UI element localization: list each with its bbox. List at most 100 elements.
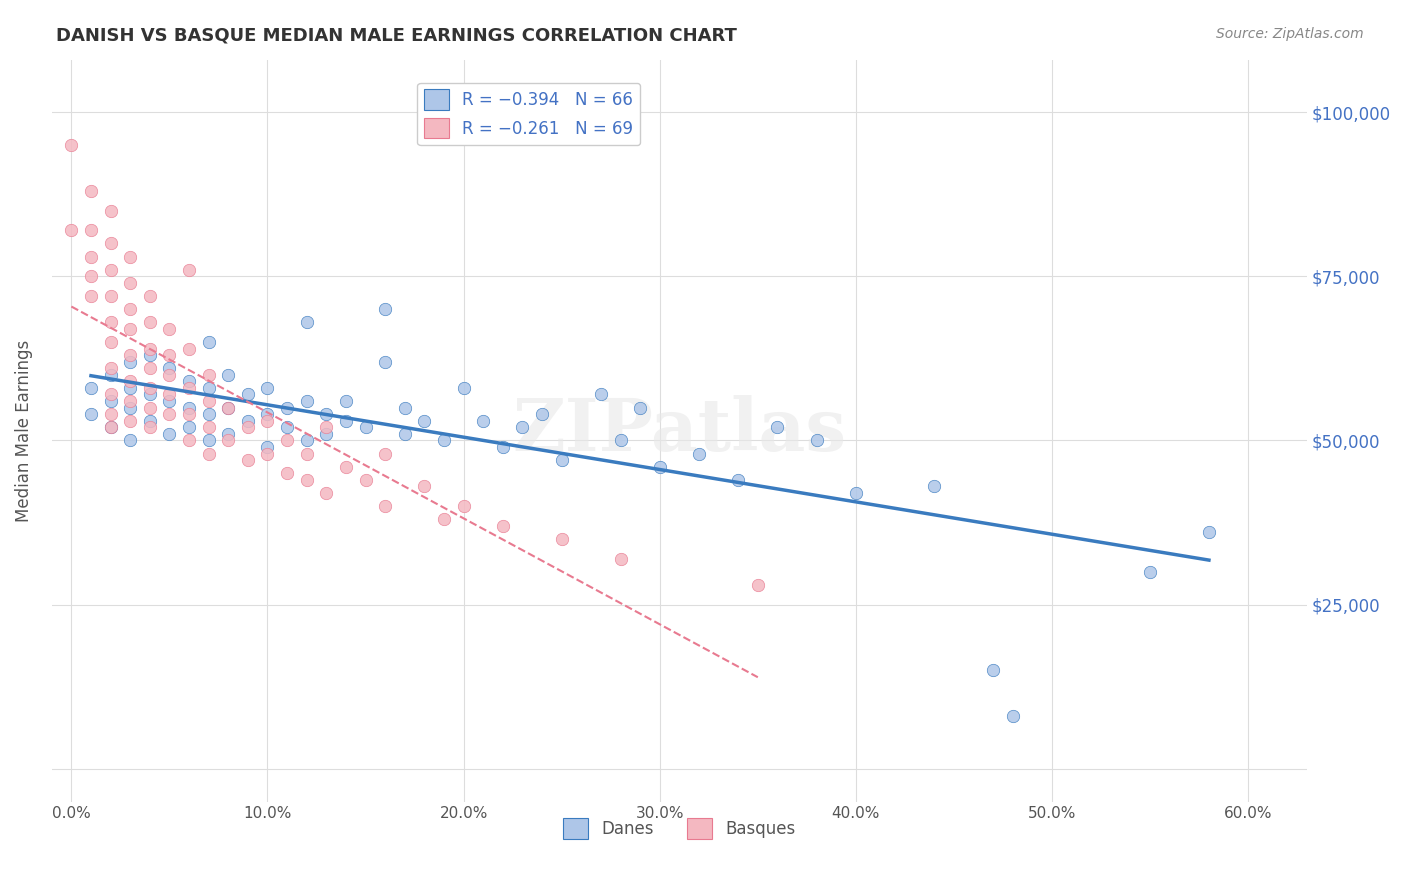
- Point: [197, 420, 219, 434]
- Point: [177, 381, 200, 395]
- Point: [197, 407, 219, 421]
- Point: [100, 315, 122, 329]
- Point: [845, 486, 868, 500]
- Point: [100, 394, 122, 409]
- Point: [276, 401, 298, 415]
- Point: [100, 387, 122, 401]
- Point: [139, 420, 162, 434]
- Text: DANISH VS BASQUE MEDIAN MALE EARNINGS CORRELATION CHART: DANISH VS BASQUE MEDIAN MALE EARNINGS CO…: [56, 27, 737, 45]
- Point: [80, 250, 103, 264]
- Point: [374, 354, 396, 368]
- Point: [80, 184, 103, 198]
- Point: [217, 401, 239, 415]
- Point: [492, 518, 515, 533]
- Point: [139, 387, 162, 401]
- Point: [80, 289, 103, 303]
- Point: [256, 446, 278, 460]
- Point: [747, 578, 769, 592]
- Point: [177, 262, 200, 277]
- Point: [551, 532, 574, 546]
- Point: [120, 381, 142, 395]
- Point: [648, 459, 671, 474]
- Point: [413, 414, 436, 428]
- Point: [512, 420, 534, 434]
- Point: [295, 434, 318, 448]
- Point: [177, 407, 200, 421]
- Point: [394, 401, 416, 415]
- Point: [236, 387, 259, 401]
- Point: [413, 479, 436, 493]
- Legend: Danes, Basques: Danes, Basques: [557, 812, 803, 846]
- Point: [236, 420, 259, 434]
- Point: [159, 407, 181, 421]
- Point: [453, 381, 475, 395]
- Point: [139, 315, 162, 329]
- Point: [924, 479, 946, 493]
- Point: [197, 334, 219, 349]
- Point: [335, 414, 357, 428]
- Point: [315, 486, 337, 500]
- Point: [217, 368, 239, 382]
- Point: [236, 453, 259, 467]
- Text: ZIPatlas: ZIPatlas: [512, 395, 846, 467]
- Point: [217, 434, 239, 448]
- Point: [295, 315, 318, 329]
- Point: [609, 551, 631, 566]
- Point: [159, 426, 181, 441]
- Point: [1198, 525, 1220, 540]
- Point: [120, 401, 142, 415]
- Point: [1001, 709, 1024, 723]
- Point: [159, 394, 181, 409]
- Y-axis label: Median Male Earnings: Median Male Earnings: [15, 340, 32, 522]
- Point: [177, 434, 200, 448]
- Point: [177, 420, 200, 434]
- Point: [628, 401, 651, 415]
- Point: [276, 467, 298, 481]
- Point: [80, 223, 103, 237]
- Point: [217, 401, 239, 415]
- Point: [159, 322, 181, 336]
- Point: [335, 394, 357, 409]
- Point: [727, 473, 749, 487]
- Point: [120, 302, 142, 317]
- Point: [197, 368, 219, 382]
- Point: [100, 289, 122, 303]
- Point: [100, 407, 122, 421]
- Point: [295, 446, 318, 460]
- Point: [981, 663, 1004, 677]
- Point: [236, 414, 259, 428]
- Point: [433, 434, 456, 448]
- Point: [177, 375, 200, 389]
- Point: [100, 236, 122, 251]
- Point: [453, 499, 475, 513]
- Point: [139, 348, 162, 362]
- Point: [374, 302, 396, 317]
- Point: [139, 342, 162, 356]
- Point: [139, 381, 162, 395]
- Point: [217, 426, 239, 441]
- Point: [1139, 565, 1161, 579]
- Point: [80, 269, 103, 284]
- Point: [315, 420, 337, 434]
- Point: [100, 203, 122, 218]
- Point: [139, 361, 162, 376]
- Point: [197, 434, 219, 448]
- Point: [120, 414, 142, 428]
- Point: [159, 348, 181, 362]
- Point: [197, 381, 219, 395]
- Point: [295, 473, 318, 487]
- Point: [315, 426, 337, 441]
- Point: [100, 334, 122, 349]
- Point: [354, 473, 377, 487]
- Point: [100, 420, 122, 434]
- Point: [256, 381, 278, 395]
- Point: [159, 361, 181, 376]
- Point: [177, 401, 200, 415]
- Point: [354, 420, 377, 434]
- Point: [256, 414, 278, 428]
- Point: [120, 394, 142, 409]
- Point: [120, 348, 142, 362]
- Point: [197, 446, 219, 460]
- Point: [256, 407, 278, 421]
- Point: [120, 322, 142, 336]
